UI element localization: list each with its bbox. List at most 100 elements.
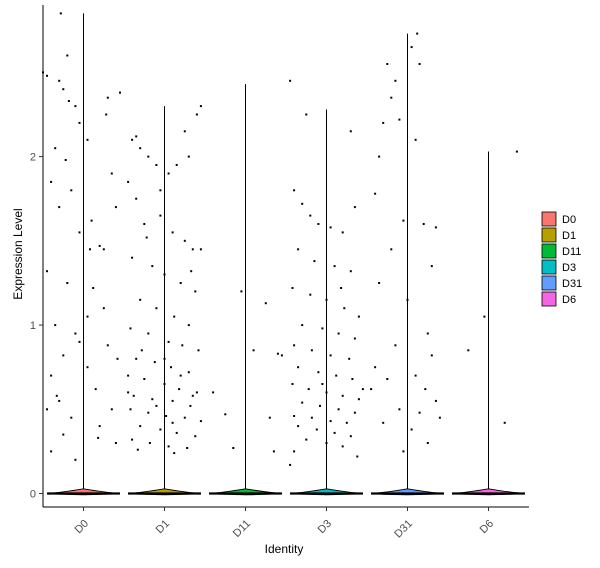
legend-swatch bbox=[541, 243, 557, 259]
point-d0 bbox=[110, 408, 113, 411]
point-d1 bbox=[131, 438, 134, 441]
point-d3 bbox=[291, 287, 294, 289]
point-d31 bbox=[374, 192, 377, 195]
point-d3 bbox=[297, 248, 300, 251]
x-axis-title: Identity bbox=[265, 542, 304, 556]
point-d31 bbox=[406, 298, 409, 301]
violin-shape bbox=[452, 151, 525, 496]
point-d3 bbox=[349, 270, 352, 273]
point-d1 bbox=[155, 164, 158, 166]
point-d0 bbox=[58, 206, 61, 209]
legend-label: D6 bbox=[562, 294, 576, 306]
point-d3 bbox=[343, 307, 346, 310]
point-d11 bbox=[199, 248, 202, 251]
point-d1 bbox=[147, 332, 150, 335]
point-d0 bbox=[58, 399, 61, 402]
point-d31 bbox=[402, 450, 405, 453]
point-d1 bbox=[194, 435, 197, 438]
point-d1 bbox=[195, 391, 198, 394]
point-d31 bbox=[418, 63, 421, 65]
point-d31 bbox=[390, 96, 393, 99]
legend-swatch bbox=[541, 291, 557, 307]
point-d31 bbox=[434, 226, 437, 229]
point-d3 bbox=[293, 344, 296, 347]
violin-d0 bbox=[47, 13, 120, 496]
legend-label: D31 bbox=[562, 278, 582, 290]
point-d0 bbox=[54, 324, 57, 327]
violin-d3 bbox=[290, 109, 363, 496]
point-d11 bbox=[272, 450, 275, 453]
point-d1 bbox=[145, 236, 148, 239]
point-d1 bbox=[187, 371, 190, 374]
legend-swatch bbox=[541, 211, 557, 227]
point-d31 bbox=[382, 421, 385, 424]
point-d3 bbox=[349, 435, 352, 438]
legend-swatch bbox=[541, 259, 557, 275]
point-d0 bbox=[74, 332, 77, 335]
point-d1 bbox=[167, 340, 170, 343]
point-d1 bbox=[151, 265, 154, 268]
point-d31 bbox=[414, 138, 417, 141]
point-d31 bbox=[374, 366, 377, 369]
point-d1 bbox=[159, 214, 162, 217]
point-d1 bbox=[171, 421, 174, 424]
point-d3 bbox=[301, 202, 304, 205]
legend-item-d3: D3 bbox=[541, 259, 576, 275]
point-d0 bbox=[74, 458, 77, 461]
point-d1 bbox=[189, 404, 192, 407]
legend-label: D1 bbox=[562, 230, 576, 242]
point-d0 bbox=[92, 287, 95, 289]
point-d11 bbox=[224, 413, 227, 416]
point-d3 bbox=[297, 425, 300, 428]
violin-shape bbox=[290, 109, 363, 496]
violin-shape bbox=[371, 33, 444, 496]
point-d3 bbox=[341, 231, 344, 234]
point-d0 bbox=[94, 388, 97, 391]
point-d1 bbox=[159, 428, 162, 431]
point-d0 bbox=[70, 189, 73, 192]
point-d1 bbox=[187, 324, 190, 327]
point-d0 bbox=[62, 354, 65, 357]
point-d3 bbox=[341, 394, 344, 397]
point-d0 bbox=[46, 408, 48, 411]
point-d1 bbox=[173, 452, 176, 455]
point-d3 bbox=[317, 371, 320, 374]
point-d1 bbox=[163, 383, 166, 385]
point-d3 bbox=[289, 463, 292, 466]
legend-label: D0 bbox=[562, 214, 576, 226]
point-d3 bbox=[361, 388, 364, 391]
point-d0 bbox=[64, 159, 67, 161]
y-axis-title: Expression Level bbox=[11, 208, 25, 299]
point-d1 bbox=[135, 197, 138, 200]
point-d31 bbox=[422, 223, 425, 225]
point-d0 bbox=[102, 248, 105, 251]
legend-swatch bbox=[541, 275, 557, 291]
violin-shape bbox=[128, 106, 201, 496]
point-d0 bbox=[90, 219, 93, 222]
point-d1 bbox=[191, 248, 194, 251]
point-d1 bbox=[143, 378, 146, 380]
point-d11 bbox=[240, 290, 243, 293]
point-d0 bbox=[50, 374, 53, 377]
point-d1 bbox=[187, 155, 190, 158]
point-d1 bbox=[147, 411, 150, 414]
point-d1 bbox=[129, 408, 132, 411]
point-d1 bbox=[136, 448, 139, 451]
point-d31 bbox=[410, 46, 413, 49]
violin-d31 bbox=[371, 33, 444, 496]
point-d0 bbox=[66, 282, 69, 284]
point-d3 bbox=[317, 223, 320, 225]
point-d0 bbox=[110, 172, 113, 175]
point-d1 bbox=[171, 399, 174, 402]
point-d1 bbox=[190, 270, 193, 273]
point-d31 bbox=[386, 378, 389, 380]
point-d3 bbox=[321, 327, 324, 330]
point-d6 bbox=[515, 150, 518, 153]
point-d1 bbox=[153, 361, 156, 364]
point-d1 bbox=[151, 398, 154, 401]
violin-d1 bbox=[128, 106, 201, 496]
point-d0 bbox=[98, 425, 101, 428]
point-d0 bbox=[106, 96, 109, 99]
point-d3 bbox=[305, 113, 308, 116]
